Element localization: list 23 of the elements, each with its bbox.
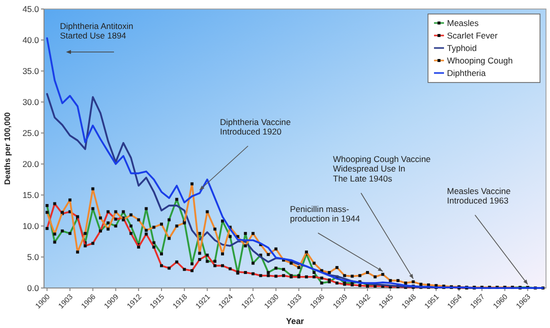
y-tick-label: 10.0 (22, 220, 40, 231)
y-tick-label: 45.0 (22, 4, 40, 14)
line-series (46, 37, 544, 289)
legend-label: Diphtheria (447, 68, 486, 78)
annotation: Diphtheria Vaccine Introduced 1920 (220, 116, 291, 137)
legend-label: Scarlet Fever (447, 30, 498, 40)
legend-label: Typhoid (447, 42, 478, 53)
annotation: Measles Vaccine Introduced 1963 (447, 186, 511, 206)
annotation: Whooping Cough Vaccine Widespread Use In The Late 1940s (333, 154, 431, 184)
x-axis-title: Year (286, 316, 305, 326)
y-tick-label: 30.0 (22, 96, 40, 107)
y-tick-label: 35.0 (22, 66, 40, 76)
y-tick-label: 0.0 (27, 282, 40, 293)
y-axis-title: Deaths per 100,000 (3, 112, 12, 185)
annotation: Diphtheria Antitoxin Started Use 1894 (60, 20, 134, 41)
y-tick-label: 25.0 (22, 128, 40, 138)
legend-label: Whooping Cough (447, 55, 513, 66)
y-tick-label: 15.0 (22, 190, 40, 200)
legend-label: Measles (447, 18, 479, 28)
y-tick-label: 20.0 (22, 158, 40, 169)
y-tick-label: 40.0 (22, 34, 40, 45)
y-tick-label: 5.0 (27, 252, 40, 262)
annotation: Penicillin mass- production in 1944 (290, 204, 360, 224)
